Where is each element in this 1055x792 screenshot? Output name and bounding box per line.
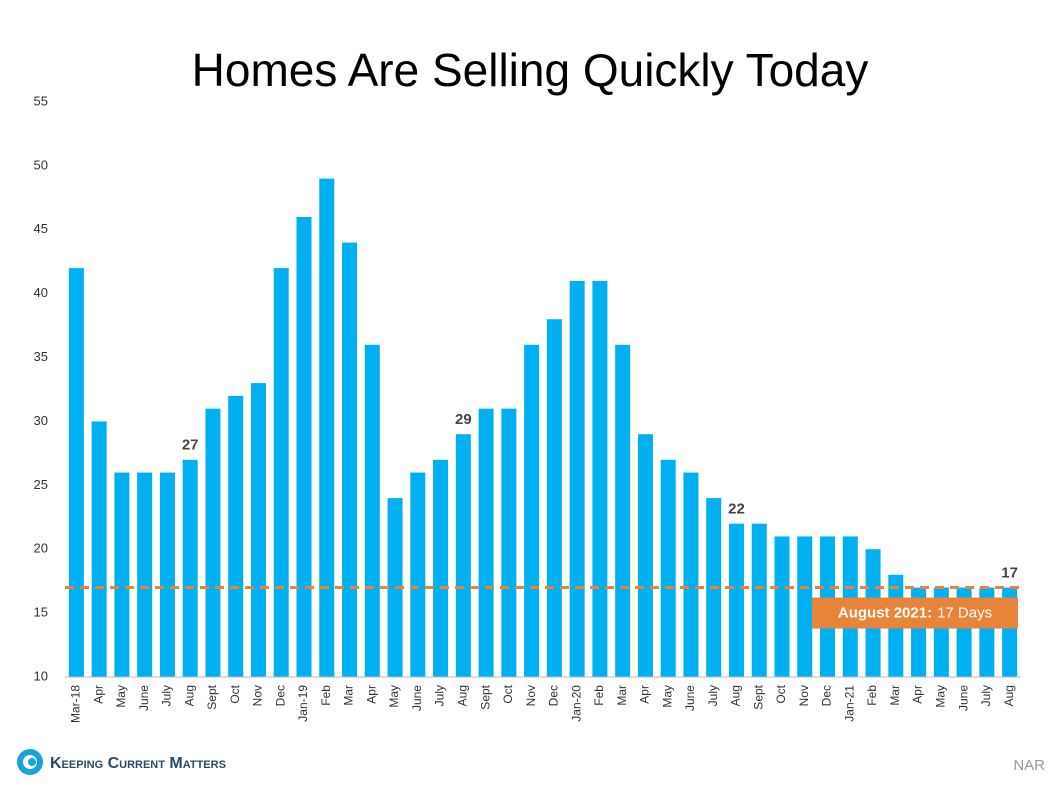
bar: [342, 242, 358, 678]
x-tick-label: Mar: [888, 685, 902, 706]
x-tick-label: June: [137, 685, 151, 711]
bar: [159, 472, 175, 677]
x-tick-label: May: [114, 685, 128, 708]
y-tick-label: 25: [34, 477, 48, 492]
bar: [114, 472, 130, 677]
source: NAR: [1013, 757, 1045, 774]
bar: [569, 280, 585, 677]
x-tick-label: Sept: [478, 684, 492, 709]
bar: [319, 178, 335, 677]
x-tick-label: Nov: [797, 685, 811, 706]
bar: [410, 472, 426, 677]
bar: [524, 344, 540, 677]
bar: [615, 344, 631, 677]
x-tick-label: Jan-19: [296, 685, 310, 722]
x-tick-label: Dec: [273, 685, 287, 706]
bar: [91, 421, 107, 677]
bar: [501, 408, 517, 677]
x-tick-label: Mar: [342, 685, 356, 706]
x-tick-label: Apr: [364, 685, 378, 704]
y-tick-label: 15: [34, 605, 48, 620]
bar: [205, 408, 221, 677]
bar: [751, 523, 767, 677]
bar: [296, 217, 312, 677]
x-tick-label: Jan-21: [842, 685, 856, 722]
y-tick-label: 20: [34, 541, 48, 556]
bar: [774, 536, 790, 677]
x-tick-label: May: [660, 685, 674, 708]
bar: [683, 472, 699, 677]
data-label: 29: [455, 411, 472, 428]
bar: [455, 434, 471, 677]
y-tick-label: 55: [34, 93, 48, 108]
x-tick-label: Aug: [729, 685, 743, 706]
x-tick-label: Mar-18: [69, 685, 83, 723]
x-tick-label: Feb: [319, 685, 333, 706]
x-tick-label: Nov: [251, 685, 265, 706]
y-tick-label: 30: [34, 413, 48, 428]
data-label: 27: [182, 437, 199, 454]
x-tick-label: July: [160, 685, 174, 706]
x-tick-label: Feb: [592, 685, 606, 706]
x-tick-label: Apr: [638, 685, 652, 704]
brand-logo: [17, 749, 43, 775]
x-tick-label: Jan-20: [569, 685, 583, 722]
x-tick-label: Dec: [547, 685, 561, 706]
x-tick-label: Mar: [615, 685, 629, 706]
x-tick-label: July: [433, 685, 447, 706]
x-tick-label: Aug: [456, 685, 470, 706]
brand: Keeping Current Matters: [50, 755, 226, 772]
bar: [273, 268, 289, 677]
chart-title: Homes Are Selling Quickly Today: [192, 44, 869, 96]
x-tick-label: Feb: [865, 685, 879, 706]
x-tick-label: Oct: [774, 684, 788, 703]
bar: [546, 319, 562, 677]
annotation-box: [812, 597, 1018, 629]
bar: [660, 459, 676, 677]
x-tick-label: Dec: [820, 685, 834, 706]
x-tick-label: May: [387, 685, 401, 708]
x-tick-label: Apr: [91, 685, 105, 704]
x-tick-label: June: [683, 685, 697, 711]
x-tick-label: Apr: [911, 685, 925, 704]
y-tick-label: 40: [34, 285, 48, 300]
bar: [478, 408, 494, 677]
y-tick-label: 50: [34, 157, 48, 172]
x-tick-label: Aug: [182, 685, 196, 706]
data-label: 22: [728, 501, 745, 518]
bar: [433, 459, 449, 677]
x-tick-label: June: [956, 685, 970, 711]
annotation-text: 17 Days: [937, 605, 992, 622]
x-tick-label: Oct: [228, 684, 242, 703]
y-tick-label: 10: [34, 668, 48, 683]
annotation: August 2021: 17 Days: [838, 605, 992, 622]
x-tick-label: Nov: [524, 685, 538, 706]
data-label: 17: [1001, 565, 1018, 582]
y-tick-label: 35: [34, 349, 48, 364]
bar: [68, 268, 84, 677]
bar: [228, 395, 244, 677]
x-tick-label: July: [979, 685, 993, 706]
bar: [364, 344, 380, 677]
bar: [137, 472, 153, 677]
x-tick-label: Oct: [501, 684, 515, 703]
bar: [592, 280, 608, 677]
x-tick-label: July: [706, 685, 720, 706]
bar: [182, 459, 198, 677]
bar: [637, 434, 653, 677]
x-tick-label: Aug: [1002, 685, 1016, 706]
x-tick-label: May: [934, 685, 948, 708]
y-tick-label: 45: [34, 221, 48, 236]
x-tick-label: Sept: [751, 684, 765, 709]
annotation-label: August 2021:: [838, 605, 932, 622]
bar: [728, 523, 744, 677]
bar: [250, 383, 266, 677]
bar: [797, 536, 813, 677]
x-tick-label: Sept: [205, 684, 219, 709]
x-tick-label: June: [410, 685, 424, 711]
